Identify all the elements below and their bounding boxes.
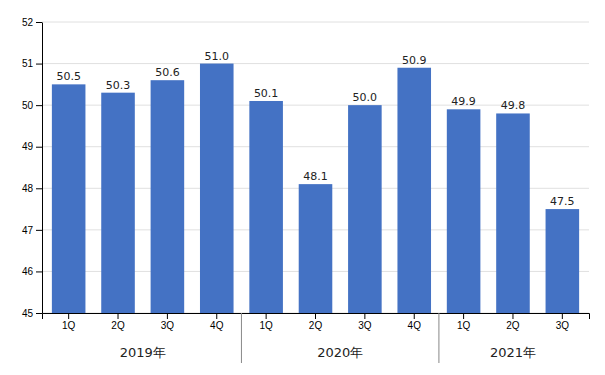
y-axis: 45 46 47 48 49 50 51 52 [22,17,43,319]
bar [200,64,234,313]
grid-line [42,63,589,64]
x-tick-mark [414,313,415,319]
y-tick: 50 [22,100,42,111]
y-tick-label: 51 [22,58,34,69]
data-label: 50.1 [254,87,279,100]
x-tick-mark [364,313,365,319]
x-tick: 2Q [506,313,520,331]
data-label: 50.3 [106,79,130,92]
group-label: 2019年 [120,345,166,360]
x-axis-line [43,314,590,320]
bar [397,68,431,313]
x-tick: 1Q [457,313,471,331]
x-tick-label: 1Q [457,320,471,331]
data-label: 48.1 [303,170,328,183]
data-label: 47.5 [550,195,575,208]
group-separator [241,313,242,363]
x-tick: 2Q [111,313,125,331]
x-tick-label: 4Q [210,320,224,331]
y-tick-label: 48 [22,183,34,194]
x-tick-mark [315,313,316,319]
plot: 45 46 47 48 49 50 51 52 1Q 2Q 3Q 4Q 1Q 2Q 3Q 4Q 1Q 2Q 3Q 50… [22,17,590,363]
data-labels: 50.5 50.3 50.6 51.0 50.1 48.1 50.0 50.9 49.9 49.8… [56,50,574,209]
data-label: 50.6 [155,66,180,79]
x-tick: 1Q [259,313,273,331]
y-tick-label: 49 [22,141,34,152]
x-tick-mark [512,313,513,319]
bar [151,80,185,313]
x-tick-label: 3Q [358,320,372,331]
data-label: 49.9 [451,95,476,108]
y-tick: 48 [22,183,42,194]
x-tick-label: 1Q [259,320,273,331]
x-tick-label: 2Q [111,320,125,331]
x-tick-label: 4Q [408,320,422,331]
bar [447,109,481,313]
x-tick-label: 3Q [556,320,570,331]
x-tick-mark [266,313,267,319]
x-tick-label: 2Q [506,320,520,331]
y-tick-mark [36,313,42,314]
bar [546,209,580,313]
y-tick: 51 [22,58,42,69]
data-label: 50.5 [56,70,81,83]
x-tick: 4Q [408,313,422,331]
x-tick-mark [463,313,464,319]
bar [52,84,86,313]
group-annotations: 2019年 2020年 2021年 [120,313,536,363]
x-tick-mark [167,313,168,319]
bar [496,113,530,313]
x-tick-label: 2Q [309,320,323,331]
data-label: 49.8 [501,99,525,112]
x-axis: 1Q 2Q 3Q 4Q 1Q 2Q 3Q 4Q 1Q 2Q 3Q [43,313,590,331]
y-tick-mark [36,22,42,23]
group-label: 2020年 [317,345,363,360]
x-tick-mark [562,313,563,319]
y-axis-line [42,23,43,314]
grid [42,22,589,313]
bar [249,101,283,313]
x-tick: 2Q [309,313,323,331]
bar [101,93,135,313]
y-tick: 46 [22,266,42,277]
y-tick-mark [36,271,42,272]
x-tick: 1Q [62,313,76,331]
x-tick-label: 3Q [161,320,175,331]
y-tick: 45 [22,308,42,319]
y-tick-mark [36,230,42,231]
group-label: 2021年 [490,345,536,360]
x-tick: 3Q [161,313,175,331]
y-tick-label: 47 [22,225,34,236]
y-tick-mark [36,147,42,148]
group-separator [438,313,439,363]
y-tick: 49 [22,141,42,152]
x-tick-mark [216,313,217,319]
y-tick-label: 52 [22,17,34,28]
data-label: 51.0 [205,50,230,63]
x-tick-label: 1Q [62,320,76,331]
bar [348,105,382,313]
y-tick-label: 46 [22,266,34,277]
y-tick-label: 45 [22,308,34,319]
y-tick-label: 50 [22,100,34,111]
bars [52,64,579,313]
x-tick: 3Q [556,313,570,331]
y-tick-mark [36,64,42,65]
y-tick-mark [36,188,42,189]
x-tick-mark [118,313,119,319]
y-tick: 52 [22,17,42,28]
data-label: 50.9 [402,54,427,67]
y-tick-mark [36,105,42,106]
bar [299,184,333,313]
x-tick-mark [68,313,69,319]
x-tick: 3Q [358,313,372,331]
grid-line [42,22,589,23]
x-tick: 4Q [210,313,224,331]
data-label: 50.0 [353,91,378,104]
y-tick: 47 [22,225,42,236]
chart: 45 46 47 48 49 50 51 52 1Q 2Q 3Q 4Q 1Q 2Q 3Q 4Q 1Q 2Q 3Q 50… [0,0,605,375]
